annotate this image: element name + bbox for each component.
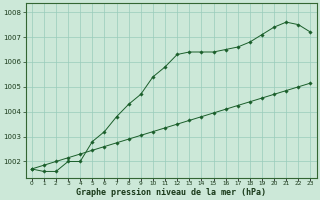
X-axis label: Graphe pression niveau de la mer (hPa): Graphe pression niveau de la mer (hPa): [76, 188, 266, 197]
